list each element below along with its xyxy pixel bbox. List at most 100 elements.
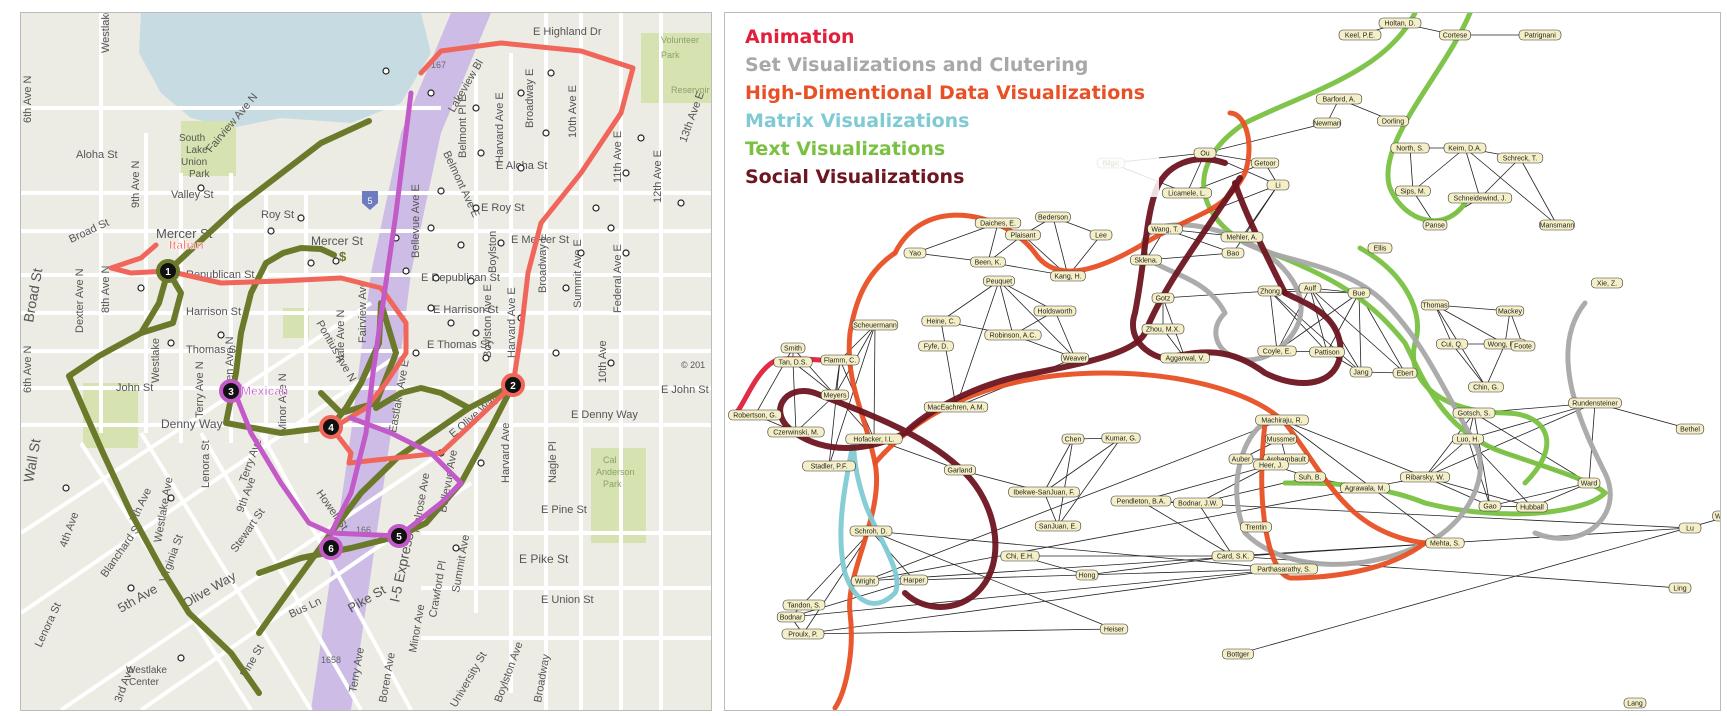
- author-node[interactable]: Gotz: [1151, 292, 1175, 304]
- author-node[interactable]: Trentin: [1240, 521, 1272, 533]
- author-node[interactable]: Wang, T.: [1147, 223, 1183, 235]
- author-node[interactable]: Getoor: [1250, 157, 1280, 169]
- author-node[interactable]: Zhong: [1257, 285, 1283, 297]
- author-node[interactable]: Wright: [850, 575, 880, 587]
- author-node[interactable]: Panse: [1422, 219, 1448, 231]
- author-node[interactable]: Hong: [1075, 569, 1099, 581]
- author-node[interactable]: Holdsworth: [1033, 305, 1077, 317]
- author-node[interactable]: Luo, H.: [1452, 433, 1484, 445]
- author-node[interactable]: Xie, Z.: [1591, 277, 1623, 289]
- author-node[interactable]: Schroh, D.: [849, 525, 893, 537]
- author-node[interactable]: Suh, B.: [1294, 471, 1326, 483]
- author-node[interactable]: Rundensteiner: [1568, 397, 1622, 409]
- author-node[interactable]: Bao: [1221, 247, 1245, 259]
- author-node[interactable]: Mansmann: [1539, 219, 1575, 231]
- author-node[interactable]: Cortese: [1439, 29, 1471, 41]
- author-node[interactable]: Bodnar, J.W.: [1173, 497, 1223, 509]
- author-node[interactable]: Gao: [1478, 500, 1502, 512]
- author-node[interactable]: Parthasarathy, S.: [1250, 563, 1318, 575]
- author-node[interactable]: Harper: [899, 574, 929, 586]
- author-node[interactable]: Robertson, G.: [728, 409, 782, 421]
- author-node[interactable]: Robinson, A.C.: [984, 329, 1042, 341]
- author-node[interactable]: Mackey: [1495, 305, 1525, 317]
- author-node[interactable]: Licamele, L.: [1162, 187, 1212, 199]
- author-node[interactable]: Foote: [1510, 340, 1536, 352]
- author-node[interactable]: Chin, G.: [1468, 381, 1504, 393]
- author-node[interactable]: Chen: [1061, 433, 1085, 445]
- marker-3[interactable]: 3: [219, 379, 243, 403]
- author-node[interactable]: Tandon, S.: [782, 599, 826, 611]
- author-node[interactable]: Pendleton, B.A.: [1110, 495, 1172, 507]
- author-node[interactable]: Peuquet: [983, 275, 1015, 287]
- author-node[interactable]: Gotsch, S.: [1452, 407, 1496, 419]
- author-node[interactable]: Jang: [1349, 366, 1373, 378]
- author-node[interactable]: Chi, E.H.: [1000, 550, 1040, 562]
- marker-2[interactable]: 2: [501, 373, 525, 397]
- author-node[interactable]: Bethel: [1675, 423, 1705, 435]
- author-node[interactable]: Czerwinski, M.: [767, 426, 825, 438]
- marker-4[interactable]: 4: [319, 415, 343, 439]
- author-node[interactable]: Heer, J.: [1253, 459, 1289, 471]
- author-node[interactable]: Holtan, D.: [1378, 17, 1422, 29]
- author-node[interactable]: Fyfe, D.: [918, 340, 954, 352]
- author-node[interactable]: Thomas: [1420, 299, 1450, 311]
- author-node[interactable]: Been, K.: [970, 256, 1006, 268]
- author-node[interactable]: Schneidewind, J.: [1447, 192, 1513, 204]
- author-node[interactable]: Newman: [1312, 117, 1342, 129]
- author-node[interactable]: Ibekwe-SanJuan, F.: [1008, 486, 1080, 498]
- author-node[interactable]: Wang, W.: [1712, 510, 1720, 522]
- author-node[interactable]: Bodnar: [776, 611, 806, 623]
- author-node[interactable]: Heiser: [1099, 623, 1129, 635]
- author-node[interactable]: Card, S.K.: [1211, 550, 1255, 562]
- author-node[interactable]: Plaisant: [1005, 229, 1041, 241]
- author-node[interactable]: Tan, D.S.: [773, 356, 813, 368]
- author-node[interactable]: Lang: [1623, 697, 1647, 709]
- author-node[interactable]: Zhou, M.X.: [1141, 323, 1185, 335]
- author-node[interactable]: Heine, C.: [921, 315, 961, 327]
- author-node[interactable]: Pattison: [1309, 346, 1345, 358]
- author-node[interactable]: Flamm, C.: [820, 354, 860, 366]
- author-node[interactable]: Ebert: [1392, 367, 1418, 379]
- author-node[interactable]: Mehta, S.: [1425, 537, 1465, 549]
- author-node[interactable]: Patrignani: [1518, 29, 1562, 41]
- author-node[interactable]: Proulx, P.: [781, 628, 825, 640]
- author-node[interactable]: Meyers: [820, 389, 850, 401]
- author-node[interactable]: Weaver: [1060, 352, 1090, 364]
- author-node[interactable]: Daiches, E.: [974, 217, 1022, 229]
- author-node[interactable]: Bue: [1347, 287, 1371, 299]
- author-node[interactable]: Ellis: [1367, 242, 1393, 254]
- author-node[interactable]: Lee: [1089, 229, 1113, 241]
- author-node[interactable]: Smith: [780, 342, 806, 354]
- author-node[interactable]: Coyle, E.: [1257, 345, 1297, 357]
- marker-1[interactable]: 1: [156, 259, 180, 283]
- author-node[interactable]: Aggarwal, V.: [1160, 352, 1210, 364]
- author-node[interactable]: Ward: [1577, 477, 1601, 489]
- author-node[interactable]: Keel, P.E.: [1338, 29, 1382, 41]
- author-node[interactable]: Aulf: [1298, 282, 1322, 294]
- author-node[interactable]: Li: [1266, 179, 1290, 191]
- author-node[interactable]: Mehler, A.: [1220, 231, 1264, 243]
- author-node[interactable]: Bederson: [1035, 211, 1071, 223]
- author-node[interactable]: Schreck, T.: [1496, 152, 1544, 164]
- author-node[interactable]: Ribarsky, W.: [1400, 471, 1450, 483]
- author-node[interactable]: Garland: [944, 464, 976, 476]
- author-node[interactable]: Yao: [903, 247, 927, 259]
- author-node[interactable]: Hubball: [1516, 501, 1548, 513]
- author-node[interactable]: Stadler, P.F.: [802, 460, 856, 472]
- author-node[interactable]: Kumar, G.: [1101, 432, 1141, 444]
- author-node[interactable]: Hofacker, I.L.: [845, 433, 903, 445]
- author-node[interactable]: Auber: [1228, 453, 1254, 465]
- author-node[interactable]: Kang, H.: [1050, 270, 1086, 282]
- author-node[interactable]: Sklena.: [1130, 254, 1162, 266]
- marker-5[interactable]: 5: [387, 524, 411, 548]
- author-node[interactable]: Agrawala, M.: [1340, 482, 1390, 494]
- author-node[interactable]: MacEachren, A.M.: [923, 401, 989, 413]
- author-node[interactable]: North, S.: [1390, 142, 1430, 154]
- author-node[interactable]: SanJuan, E.: [1034, 520, 1082, 532]
- author-node[interactable]: Keim, D.A.: [1443, 142, 1487, 154]
- author-node[interactable]: Barford, A.: [1315, 93, 1363, 105]
- author-node[interactable]: Machiraju, R.: [1255, 414, 1309, 426]
- author-node[interactable]: Mussmer: [1265, 433, 1297, 445]
- author-node[interactable]: Cui, Q.: [1436, 338, 1468, 350]
- author-node[interactable]: Bottger: [1222, 648, 1254, 660]
